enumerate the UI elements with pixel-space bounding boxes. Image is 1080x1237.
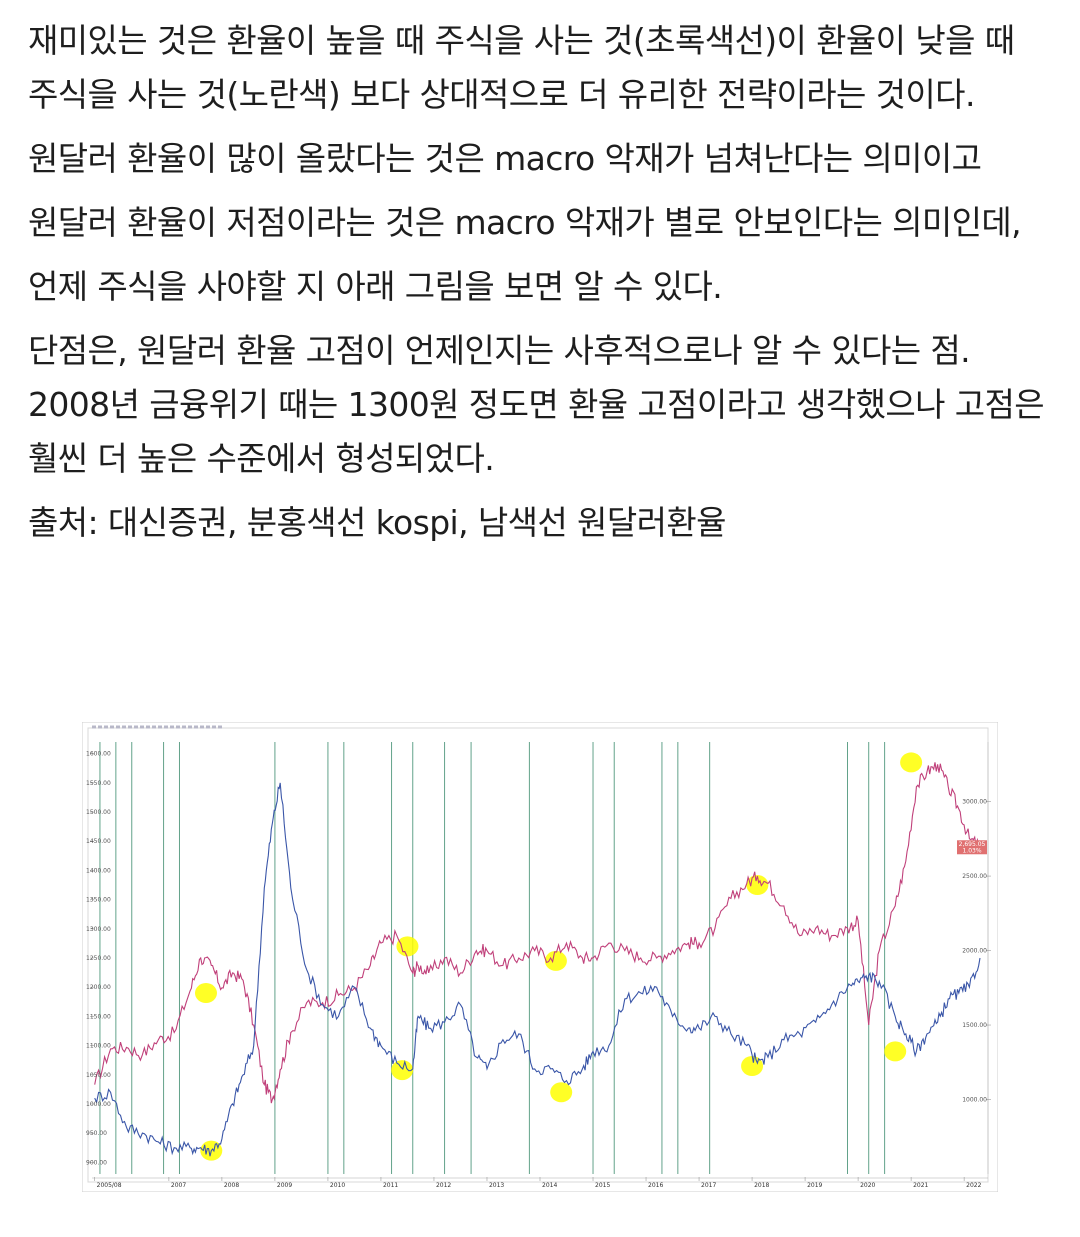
source-caption: 출처: 대신증권, 분홍색선 kospi, 남색선 원달러환율 (28, 503, 726, 542)
left-tick-label-5: 1350.00 (86, 897, 111, 904)
highlight-7 (741, 1056, 764, 1076)
paragraph-2: 원달러 환율이 많이 올랐다는 것은 macro 악재가 넘쳐난다는 의미이고 (28, 139, 982, 178)
last-change-label: 1.03% (962, 847, 981, 854)
right-axis: 3000.00 2500.00 2000.00 1500.00 1000.00 (962, 742, 991, 1174)
x-tick-label-11: 2017 (701, 1182, 716, 1189)
x-tick-label-2: 2008 (224, 1182, 239, 1189)
x-tick-label-0: 2005/08 (97, 1182, 122, 1189)
exchange-rate-kospi-chart: 1600.00 1550.00 1500.00 1450.00 1400.00 1350.… (82, 722, 998, 1192)
x-tick-label-1: 2007 (171, 1182, 186, 1189)
x-tick-label-16: 2022 (966, 1182, 981, 1189)
paragraph-4: 언제 주식을 사야할 지 아래 그림을 보면 알 수 있다. (28, 267, 723, 306)
highlight-9 (884, 1041, 907, 1062)
last-value-badge-bg (957, 840, 987, 855)
highlight-0 (194, 983, 217, 1004)
right-tick-label-1: 2500.00 (962, 873, 987, 880)
highlight-3 (391, 1060, 414, 1081)
left-tick-label-14: 900.00 (86, 1159, 107, 1166)
left-tick-label-9: 1150.00 (86, 1013, 111, 1020)
x-tick-label-9: 2015 (595, 1182, 610, 1189)
chart-frame (82, 722, 998, 1192)
left-tick-label-11: 1050.00 (86, 1072, 111, 1079)
article-text: 재미있는 것은 환율이 높을 때 주식을 사는 것(초록색선)이 환율이 낮을 … (28, 14, 1058, 560)
series-line-0 (94, 762, 981, 1104)
left-tick-label-1: 1550.00 (86, 780, 111, 787)
highlight-4 (544, 950, 567, 971)
x-tick-label-3: 2009 (277, 1182, 292, 1189)
left-tick-label-3: 1450.00 (86, 838, 111, 845)
x-tick-label-10: 2016 (648, 1182, 663, 1189)
left-axis: 1600.00 1550.00 1500.00 1450.00 1400.00 1350.… (86, 751, 111, 1167)
x-tick-label-6: 2012 (436, 1182, 451, 1189)
x-tick-label-7: 2013 (489, 1182, 504, 1189)
right-tick-label-3: 1500.00 (962, 1022, 987, 1029)
left-tick-label-2: 1500.00 (86, 809, 111, 816)
left-tick-label-7: 1250.00 (86, 955, 111, 962)
x-tick-label-15: 2021 (913, 1182, 928, 1189)
x-axis: 2005/08 2007 2008 2009 2010 2011 2012 2013 2014 2… (92, 1177, 988, 1189)
right-tick-label-0: 3000.00 (962, 799, 987, 806)
highlight-5 (550, 1082, 573, 1103)
right-tick-label-4: 1000.00 (962, 1097, 987, 1104)
right-tick-label-2: 2000.00 (962, 948, 987, 955)
highlight-2 (396, 936, 419, 957)
last-value-badge: 2,695.051.03% (957, 840, 987, 855)
left-tick-label-12: 1000.00 (86, 1101, 111, 1108)
highlight-8 (900, 752, 923, 773)
x-tick-label-14: 2020 (860, 1182, 875, 1189)
x-tick-label-8: 2014 (542, 1182, 557, 1189)
x-tick-label-5: 2011 (383, 1182, 398, 1189)
series-lines (94, 762, 981, 1157)
left-tick-label-10: 1100.00 (86, 1043, 111, 1050)
left-tick-label-4: 1400.00 (86, 867, 111, 874)
x-tick-label-4: 2010 (330, 1182, 345, 1189)
left-tick-label-0: 1600.00 (86, 751, 111, 758)
x-tick-label-13: 2019 (807, 1182, 822, 1189)
x-tick-label-12: 2018 (754, 1182, 769, 1189)
paragraph-3: 원달러 환율이 저점이라는 것은 macro 악재가 별로 안보인다는 의미인데… (28, 203, 1022, 242)
left-tick-label-6: 1300.00 (86, 926, 111, 933)
left-tick-label-13: 950.00 (86, 1130, 107, 1137)
series-line-1 (94, 782, 981, 1157)
chart-svg: 1600.00 1550.00 1500.00 1450.00 1400.00 1350.… (82, 722, 998, 1192)
left-tick-label-8: 1200.00 (86, 984, 111, 991)
paragraph-5: 단점은, 원달러 환율 고점이 언제인지는 사후적으로나 알 수 있다는 점. … (28, 331, 1045, 478)
paragraph-1: 재미있는 것은 환율이 높을 때 주식을 사는 것(초록색선)이 환율이 낮을 … (28, 21, 1015, 114)
last-value-label: 2,695.05 (959, 841, 986, 848)
